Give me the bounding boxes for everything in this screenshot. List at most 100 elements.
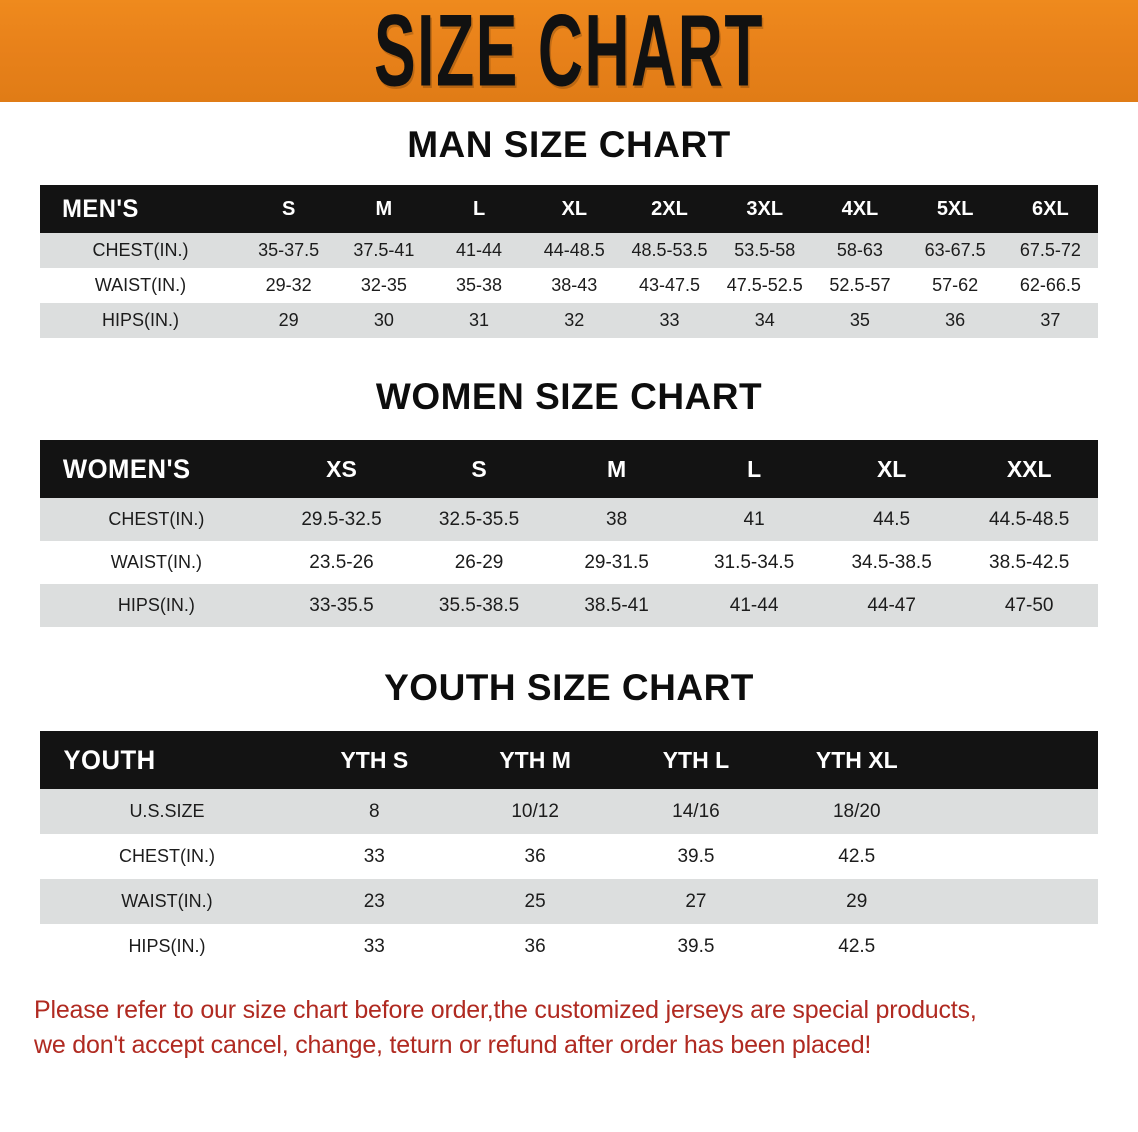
- women-cell-chest-0: 29.5-32.5: [272, 498, 411, 541]
- women-col-header-1: S: [471, 455, 487, 482]
- women-cell-waist-3: 31.5-34.5: [685, 541, 823, 584]
- disclaimer-line-1: Please refer to our size chart before or…: [34, 996, 977, 1024]
- man-col-header-7: 5XL: [936, 197, 974, 220]
- youth-cell-hips-1: 36: [454, 924, 616, 969]
- women-cell-hips-3: 41-44: [685, 584, 823, 627]
- women-cell-waist-2: 29-31.5: [547, 541, 686, 584]
- man-size-table: MEN'S S M L XL 2XL 3XL 4XL 5XL 6XL CHEST…: [40, 185, 1098, 338]
- man-cell-chest-5: 53.5-58: [717, 233, 813, 268]
- youth-row-label-chest: CHEST(IN.): [40, 834, 294, 879]
- man-cell-hips-5: 34: [717, 303, 813, 338]
- youth-cell-ussize-2: 14/16: [615, 789, 777, 834]
- banner-title: SIZE CHART: [374, 0, 764, 102]
- women-cell-chest-2: 38: [547, 498, 686, 541]
- youth-cell-hips-4: [937, 924, 1098, 969]
- disclaimer-text: Please refer to our size chart before or…: [34, 993, 1104, 1062]
- youth-cell-hips-2: 39.5: [615, 924, 777, 969]
- youth-cell-chest-3: 42.5: [776, 834, 938, 879]
- women-cell-waist-4: 34.5-38.5: [822, 541, 961, 584]
- man-table-head: MEN'S S M L XL 2XL 3XL 4XL 5XL 6XL: [40, 185, 1098, 233]
- man-cell-chest-7: 63-67.5: [907, 233, 1003, 268]
- man-cell-waist-4: 43-47.5: [621, 268, 718, 303]
- youth-cell-ussize-1: 10/12: [454, 789, 616, 834]
- women-cell-chest-4: 44.5: [822, 498, 961, 541]
- man-cell-waist-8: 62-66.5: [1002, 268, 1098, 303]
- women-header-row: WOMEN'S XS S M L XL XXL: [40, 440, 1098, 498]
- women-col-header-3: L: [747, 455, 762, 482]
- youth-cell-ussize-3: 18/20: [776, 789, 938, 834]
- youth-cell-ussize-4: [937, 789, 1098, 834]
- man-cell-chest-1: 37.5-41: [336, 233, 432, 268]
- youth-cell-waist-0: 23: [293, 879, 455, 924]
- women-corner-label: WOMEN'S: [62, 453, 191, 484]
- man-cell-waist-5: 47.5-52.5: [717, 268, 813, 303]
- page-banner: SIZE CHART: [0, 0, 1138, 102]
- women-cell-hips-0: 33-35.5: [272, 584, 411, 627]
- disclaimer-line-2: we don't accept cancel, change, teturn o…: [34, 1030, 872, 1059]
- man-row-label-chest: CHEST(IN.): [40, 233, 242, 268]
- youth-table-head: YOUTH YTH S YTH M YTH L YTH XL: [40, 731, 1098, 789]
- youth-cell-hips-3: 42.5: [776, 924, 938, 969]
- man-cell-hips-4: 33: [621, 303, 718, 338]
- man-cell-hips-3: 32: [526, 303, 622, 338]
- women-col-header-5: XXL: [1006, 455, 1052, 482]
- man-cell-hips-7: 36: [907, 303, 1003, 338]
- youth-col-header-3: YTH XL: [815, 746, 898, 773]
- women-section-title: WOMEN SIZE CHART: [375, 376, 763, 417]
- table-row: U.S.SIZE 8 10/12 14/16 18/20: [40, 789, 1098, 834]
- man-chart-wrap: MEN'S S M L XL 2XL 3XL 4XL 5XL 6XL CHEST…: [40, 185, 1098, 338]
- women-col-header-0: XS: [326, 455, 357, 482]
- youth-cell-waist-4: [937, 879, 1098, 924]
- man-cell-hips-0: 29: [241, 303, 337, 338]
- women-cell-hips-2: 38.5-41: [547, 584, 686, 627]
- youth-cell-chest-2: 39.5: [615, 834, 777, 879]
- youth-chart-wrap: YOUTH YTH S YTH M YTH L YTH XL U.S.SIZE …: [40, 731, 1098, 969]
- youth-size-table: YOUTH YTH S YTH M YTH L YTH XL U.S.SIZE …: [40, 731, 1098, 969]
- women-row-label-hips: HIPS(IN.): [40, 584, 273, 627]
- youth-row-label-hips: HIPS(IN.): [40, 924, 294, 969]
- table-row: CHEST(IN.) 33 36 39.5 42.5: [40, 834, 1098, 879]
- youth-table-body: U.S.SIZE 8 10/12 14/16 18/20 CHEST(IN.) …: [40, 789, 1098, 969]
- women-col-header-4: XL: [876, 455, 907, 482]
- youth-col-header-0: YTH S: [340, 746, 409, 773]
- man-cell-chest-3: 44-48.5: [526, 233, 622, 268]
- youth-corner-label: YOUTH: [63, 744, 156, 775]
- man-cell-chest-8: 67.5-72: [1002, 233, 1098, 268]
- women-cell-waist-0: 23.5-26: [272, 541, 411, 584]
- women-cell-chest-1: 32.5-35.5: [410, 498, 548, 541]
- man-col-header-2: L: [472, 197, 486, 220]
- youth-row-label-ussize: U.S.SIZE: [40, 789, 294, 834]
- women-size-table: WOMEN'S XS S M L XL XXL CHEST(IN.) 29.5-…: [40, 440, 1098, 627]
- man-cell-waist-6: 52.5-57: [812, 268, 908, 303]
- women-cell-chest-5: 44.5-48.5: [960, 498, 1098, 541]
- women-chart-wrap: WOMEN'S XS S M L XL XXL CHEST(IN.) 29.5-…: [40, 440, 1098, 627]
- youth-cell-hips-0: 33: [293, 924, 455, 969]
- man-cell-hips-8: 37: [1002, 303, 1098, 338]
- table-row: CHEST(IN.) 29.5-32.5 32.5-35.5 38 41 44.…: [40, 498, 1098, 541]
- man-corner-label: MEN'S: [62, 194, 139, 223]
- women-cell-waist-5: 38.5-42.5: [960, 541, 1098, 584]
- man-table-body: CHEST(IN.) 35-37.5 37.5-41 41-44 44-48.5…: [40, 233, 1098, 338]
- man-col-header-6: 4XL: [841, 197, 879, 220]
- women-row-label-chest: CHEST(IN.): [40, 498, 273, 541]
- youth-row-label-waist: WAIST(IN.): [40, 879, 294, 924]
- youth-cell-chest-0: 33: [293, 834, 455, 879]
- man-cell-hips-6: 35: [812, 303, 908, 338]
- youth-header-row: YOUTH YTH S YTH M YTH L YTH XL: [40, 731, 1098, 789]
- man-col-header-5: 3XL: [746, 197, 784, 220]
- man-cell-waist-2: 35-38: [431, 268, 527, 303]
- women-cell-waist-1: 26-29: [410, 541, 548, 584]
- youth-cell-waist-3: 29: [776, 879, 938, 924]
- man-cell-waist-7: 57-62: [907, 268, 1003, 303]
- table-row: HIPS(IN.) 33 36 39.5 42.5: [40, 924, 1098, 969]
- youth-cell-ussize-0: 8: [293, 789, 455, 834]
- youth-cell-chest-1: 36: [454, 834, 616, 879]
- youth-cell-waist-1: 25: [454, 879, 616, 924]
- women-cell-hips-1: 35.5-38.5: [410, 584, 548, 627]
- table-row: WAIST(IN.) 29-32 32-35 35-38 38-43 43-47…: [40, 268, 1098, 303]
- man-cell-chest-6: 58-63: [812, 233, 908, 268]
- man-row-label-hips: HIPS(IN.): [40, 303, 242, 338]
- table-row: HIPS(IN.) 29 30 31 32 33 34 35 36 37: [40, 303, 1098, 338]
- man-cell-chest-4: 48.5-53.5: [621, 233, 718, 268]
